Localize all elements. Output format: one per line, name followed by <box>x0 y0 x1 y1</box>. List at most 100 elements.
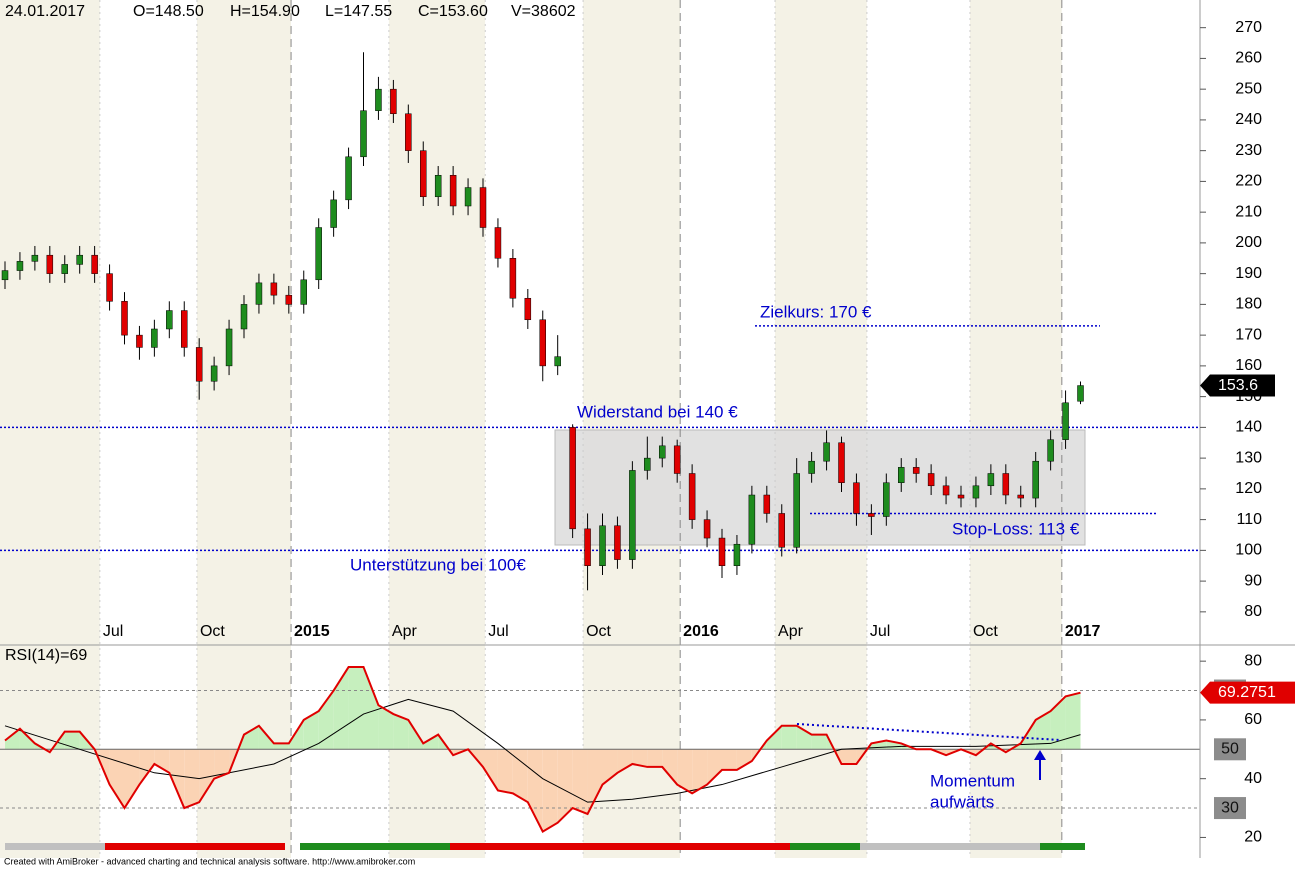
y-tick-label: 130 <box>1235 449 1262 466</box>
y-tick-label: 190 <box>1235 265 1262 282</box>
candle-body <box>76 254 83 265</box>
candle-body <box>957 494 965 499</box>
x-tick-label: Oct <box>973 623 998 640</box>
quarter-band <box>775 0 867 858</box>
candle-body <box>300 279 307 305</box>
rsi-fill <box>796 725 812 750</box>
quarter-band <box>680 0 776 858</box>
rsi-fill <box>1065 692 1081 750</box>
candle-body <box>659 445 666 459</box>
candle-body <box>748 494 756 545</box>
rsi-fill <box>841 749 857 764</box>
trend-strip <box>5 843 1085 850</box>
rsi-fill <box>766 725 782 750</box>
candle-body <box>644 457 651 471</box>
y-tick-label: 170 <box>1235 326 1262 343</box>
y-tick-label: 210 <box>1235 203 1262 220</box>
last-price-label: 153.6 <box>1218 377 1258 394</box>
rsi-fill <box>214 749 230 779</box>
last-value-label: 69.2751 <box>1218 684 1276 701</box>
rsi-fill <box>647 749 663 767</box>
candle-body <box>16 261 24 271</box>
rsi-fill <box>199 749 215 803</box>
x-tick-label: 2017 <box>1065 623 1101 640</box>
quarter-band <box>1061 0 1200 858</box>
y-tick-label: 60 <box>1244 711 1262 728</box>
y-tick-label: 80 <box>1244 603 1262 620</box>
candle-body <box>494 227 502 259</box>
y-tick-label: 120 <box>1235 480 1262 497</box>
rsi-fill <box>781 725 797 750</box>
y-tick-label: 270 <box>1235 19 1262 36</box>
rsi-line <box>4 666 1081 833</box>
candle-body <box>808 460 815 474</box>
rsi-fill <box>5 728 20 750</box>
candle-body <box>763 494 771 514</box>
x-tick-label: Apr <box>392 623 418 640</box>
candle-body <box>31 254 39 262</box>
x-tick-label: Jul <box>488 623 508 640</box>
candle-body <box>449 175 457 207</box>
candle-body <box>420 150 427 198</box>
candle-body <box>509 258 517 299</box>
rsi-fill <box>557 749 573 823</box>
rsi-fill <box>363 667 379 750</box>
rsi-fill <box>184 749 200 809</box>
header-volume: V=38602 <box>511 3 576 20</box>
candle-body <box>733 543 741 566</box>
candle-body <box>166 310 173 330</box>
candle-body <box>270 282 278 296</box>
header-close: C=153.60 <box>418 3 488 20</box>
candle-body <box>868 513 875 517</box>
rsi-fill <box>393 714 409 750</box>
last-value-tag <box>1200 681 1295 704</box>
candle-body <box>823 442 830 462</box>
rsi-fill <box>378 705 394 750</box>
candle-body <box>61 264 68 274</box>
candle-body <box>136 334 143 348</box>
candle-body <box>210 365 218 382</box>
candle-body <box>151 328 158 348</box>
y-tick-label: 40 <box>1244 770 1262 787</box>
rsi-fill <box>512 749 528 803</box>
candle-body <box>330 199 337 228</box>
level-label: 30 <box>1221 799 1239 816</box>
rsi-fill <box>722 749 737 770</box>
annotation: Momentum <box>930 771 1015 790</box>
level-label: 50 <box>1221 741 1239 758</box>
quarter-band <box>0 0 100 858</box>
rsi-fill <box>572 749 588 814</box>
candle-body <box>195 347 203 382</box>
quarter-band <box>388 0 486 858</box>
header-low: L=147.55 <box>325 3 392 20</box>
candle-body <box>1047 439 1054 462</box>
candle-body <box>225 328 233 367</box>
rsi-fill <box>617 749 633 773</box>
candle-body <box>614 525 621 560</box>
quarter-band <box>866 0 970 858</box>
rsi-fill <box>348 667 364 750</box>
candle-body <box>972 485 980 499</box>
candle-body <box>778 513 785 548</box>
candle-body <box>375 88 382 111</box>
candle-body <box>121 301 128 336</box>
rsi-fill <box>19 728 35 750</box>
level-box <box>1214 738 1246 761</box>
rsi-trendline <box>796 723 1061 741</box>
rsi-fill <box>542 749 558 832</box>
quarter-band <box>583 0 681 858</box>
y-tick-label: 160 <box>1235 357 1262 374</box>
y-tick-label: 250 <box>1235 80 1262 97</box>
rsi-fill <box>273 743 289 750</box>
y-tick-label: 180 <box>1235 296 1262 313</box>
candle-body <box>1 270 9 281</box>
candle-body <box>927 473 935 487</box>
candle-body <box>673 445 681 474</box>
background <box>0 0 1200 858</box>
y-tick-label: 20 <box>1244 829 1262 846</box>
candle-body <box>1002 473 1010 496</box>
candle-body <box>1077 385 1084 402</box>
candle-body <box>91 254 98 274</box>
candle-body <box>181 310 188 348</box>
